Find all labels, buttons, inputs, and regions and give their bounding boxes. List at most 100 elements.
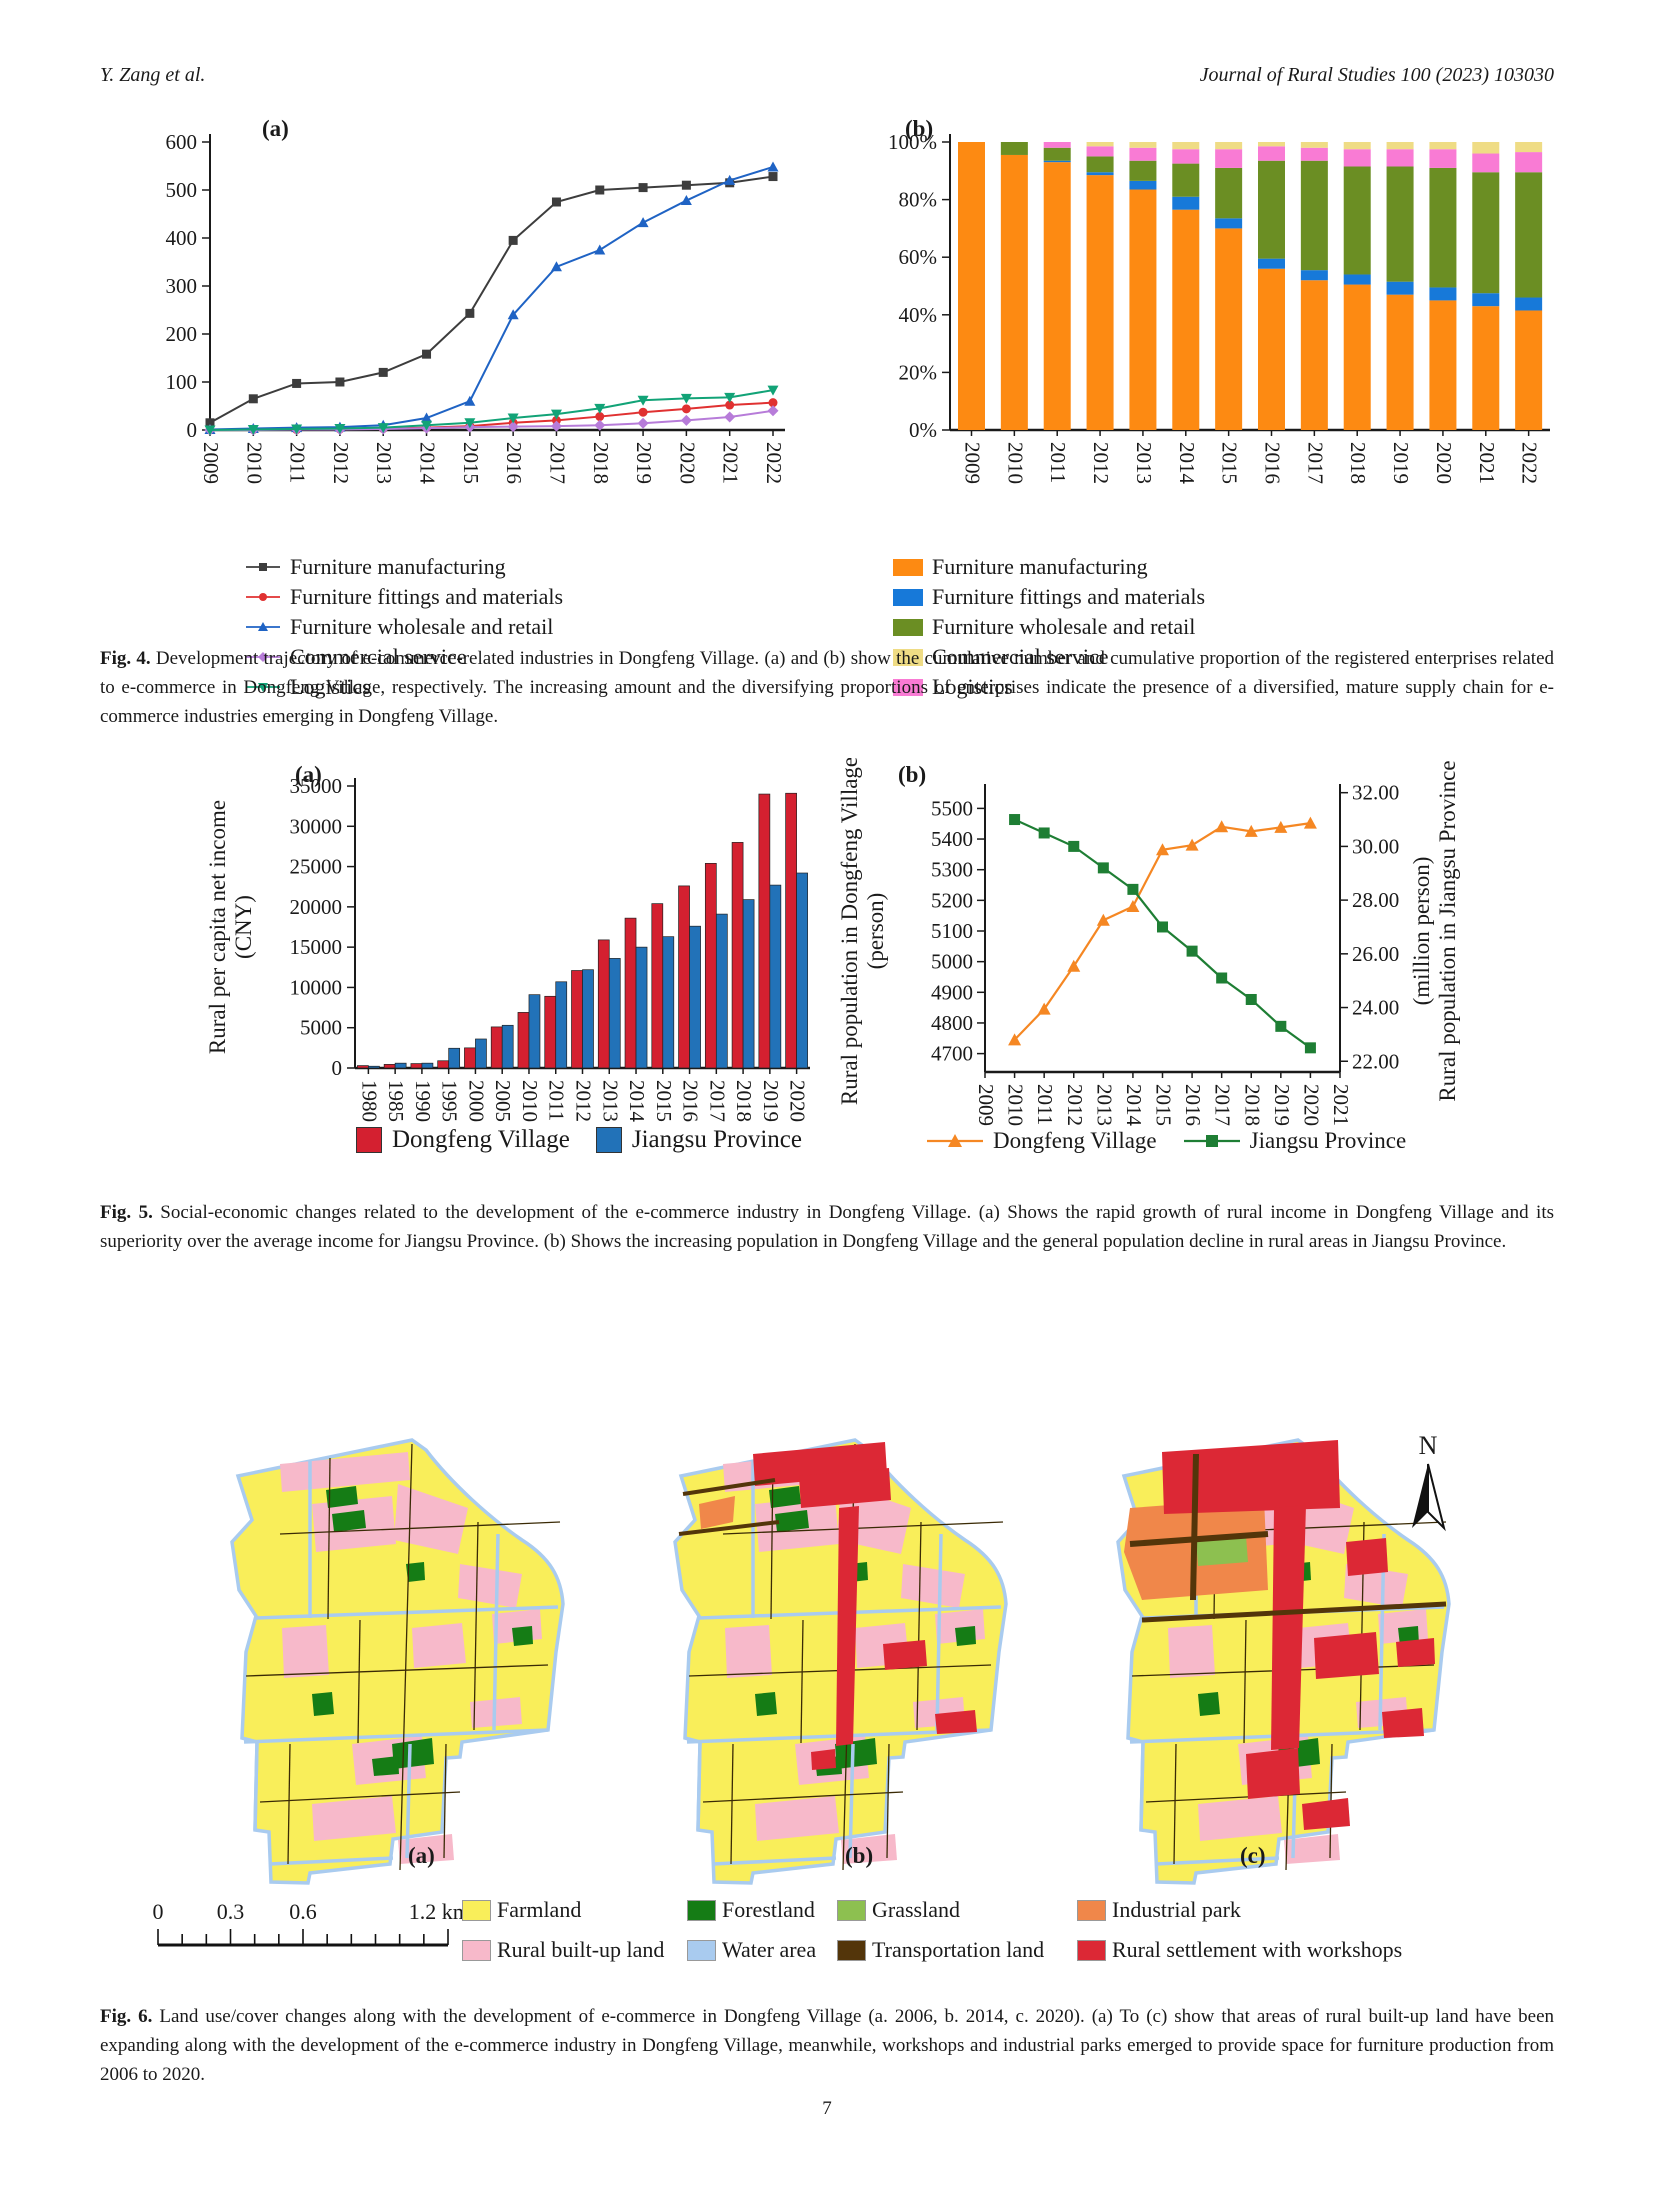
fig6-caption-text: Land use/cover changes along with the de… — [100, 2006, 1555, 2085]
svg-text:2000: 2000 — [464, 1080, 488, 1122]
svg-text:0.6: 0.6 — [289, 1899, 317, 1924]
fig6-caption: Fig. 6. Land use/cover changes along wit… — [100, 2002, 1554, 2089]
svg-text:2014: 2014 — [1175, 442, 1199, 485]
fig5-caption: Fig. 5. Social-economic changes related … — [100, 1198, 1554, 1256]
svg-text:2019: 2019 — [759, 1080, 783, 1122]
svg-text:2019: 2019 — [1389, 442, 1413, 484]
map-legend-item-transportation: Transportation land — [837, 1937, 1077, 1963]
map-2020 — [1116, 1438, 1451, 1885]
svg-text:4700: 4700 — [931, 1042, 973, 1066]
svg-text:(CNY): (CNY) — [231, 895, 256, 959]
legend-line-icon — [927, 1134, 983, 1147]
svg-text:2012: 2012 — [572, 1080, 596, 1122]
fig5-panel-b-label: (b) — [898, 762, 927, 787]
svg-text:2013: 2013 — [598, 1080, 622, 1122]
svg-text:20%: 20% — [899, 360, 938, 384]
svg-text:100: 100 — [166, 370, 198, 394]
svg-text:15000: 15000 — [290, 935, 343, 959]
svg-text:5000: 5000 — [300, 1016, 342, 1040]
legend-column: Furniture manufacturing Furniture fitting… — [245, 552, 575, 642]
map-legend-label: Farmland — [497, 1897, 582, 1922]
map-scalebar: 0 0.3 0.6 1.2 km — [153, 1899, 470, 1947]
fig6-caption-label: Fig. 6. — [100, 2006, 153, 2027]
svg-text:2017: 2017 — [1303, 442, 1327, 484]
svg-text:2009: 2009 — [974, 1084, 998, 1126]
legend-item: Commercial service — [245, 642, 575, 672]
legend-item: Jiangsu Province — [1183, 1126, 1406, 1156]
svg-text:2019: 2019 — [1270, 1084, 1294, 1126]
page-number: 7 — [822, 2098, 832, 2119]
map-2014 — [673, 1438, 1008, 1885]
map-legend-item-rural_builtup: Rural built-up land — [462, 1937, 687, 1963]
legend-line-icon — [246, 652, 280, 662]
svg-text:5100: 5100 — [931, 919, 973, 943]
fig4b-legend: Furniture manufacturing Furniture fitting… — [893, 552, 1553, 702]
map-legend-swatch-icon — [687, 1939, 716, 1961]
svg-text:4800: 4800 — [931, 1011, 973, 1035]
fig4a-legend: Furniture manufacturing Furniture fitting… — [245, 552, 855, 702]
legend-label: Furniture wholesale and retail — [932, 614, 1196, 639]
svg-text:2013: 2013 — [1132, 442, 1156, 484]
svg-text:24.00: 24.00 — [1352, 996, 1399, 1020]
svg-text:2013: 2013 — [372, 442, 396, 484]
fig5b-legend: Dongfeng Village Jiangsu Province — [900, 1126, 1420, 1156]
svg-text:2009: 2009 — [961, 442, 985, 484]
svg-text:2020: 2020 — [786, 1080, 810, 1122]
map-legend-label: Rural built-up land — [497, 1937, 665, 1962]
legend-label: Furniture fittings and materials — [290, 584, 564, 609]
legend-label: Commercial service — [932, 644, 1109, 669]
fig5b-dual-line-chart: Rural population in Dongfeng Village (per… — [837, 758, 1460, 1127]
svg-text:22.00: 22.00 — [1352, 1049, 1399, 1073]
legend-label: Logistics — [932, 674, 1013, 699]
legend-label: Furniture manufacturing — [932, 554, 1148, 579]
svg-text:1.2 km: 1.2 km — [409, 1899, 470, 1924]
fig4-caption-label: Fig. 4. — [100, 648, 151, 669]
legend-swatch-icon — [893, 618, 923, 636]
header-journal: Journal of Rural Studies 100 (2023) 1030… — [1199, 64, 1554, 86]
svg-text:2011: 2011 — [1033, 1084, 1057, 1125]
svg-text:2010: 2010 — [518, 1080, 542, 1122]
svg-text:32.00: 32.00 — [1352, 781, 1399, 805]
map-legend-item-farmland: Farmland — [462, 1897, 687, 1923]
legend-label: Furniture manufacturing — [290, 554, 506, 579]
svg-text:5400: 5400 — [931, 827, 973, 851]
svg-text:2018: 2018 — [589, 442, 613, 484]
svg-text:200: 200 — [166, 322, 198, 346]
svg-text:2020: 2020 — [1299, 1084, 1323, 1126]
map-legend-row-2: Rural built-up land Water area Transportat… — [462, 1930, 1554, 1970]
legend-item: Furniture manufacturing — [893, 552, 1238, 582]
legend-item: Furniture wholesale and retail — [893, 612, 1238, 642]
fig5a-bar-chart: Rural per capita net income (CNY) 0 5000 100… — [205, 774, 810, 1123]
fig4b-stacked-bar-chart: 0% 20% 40% 60% 80% 100% 2009 2010 2011 2012 2013 20… — [888, 130, 1550, 485]
svg-text:2010: 2010 — [1004, 1084, 1028, 1126]
legend-column: Furniture manufacturing Furniture fitting… — [893, 552, 1238, 642]
legend-item: Logistics — [245, 672, 575, 702]
legend-swatch-icon — [356, 1127, 382, 1153]
legend-item: Furniture fittings and materials — [245, 582, 575, 612]
svg-text:2011: 2011 — [1046, 442, 1070, 483]
fig5-panel-a-label: (a) — [295, 762, 322, 787]
legend-swatch-icon — [893, 678, 923, 696]
legend-label: Commercial service — [290, 644, 467, 669]
svg-text:2005: 2005 — [491, 1080, 515, 1122]
svg-text:0: 0 — [332, 1056, 343, 1080]
map-b-label: (b) — [845, 1843, 874, 1868]
svg-text:1995: 1995 — [438, 1080, 462, 1122]
fig4-caption: Fig. 4. Development trajectory of e-comm… — [100, 644, 1554, 731]
svg-text:2020: 2020 — [1432, 442, 1456, 484]
svg-text:N: N — [1419, 1431, 1438, 1460]
svg-text:2018: 2018 — [1346, 442, 1370, 484]
legend-line-icon — [246, 683, 280, 692]
svg-text:600: 600 — [166, 130, 198, 154]
legend-swatch-icon — [595, 1127, 622, 1153]
svg-text:2013: 2013 — [1092, 1084, 1116, 1126]
legend-label: Furniture wholesale and retail — [290, 614, 554, 639]
svg-text:40%: 40% — [899, 303, 938, 327]
map-legend-swatch-icon — [1077, 1899, 1106, 1921]
map-legend-swatch-icon — [687, 1899, 716, 1921]
legend-item: Furniture fittings and materials — [893, 582, 1238, 612]
legend-label: Dongfeng Village — [993, 1128, 1157, 1153]
map-legend-label: Rural settlement with workshops — [1112, 1937, 1403, 1962]
svg-text:2016: 2016 — [502, 442, 526, 484]
north-arrow-icon: N — [1412, 1431, 1446, 1532]
